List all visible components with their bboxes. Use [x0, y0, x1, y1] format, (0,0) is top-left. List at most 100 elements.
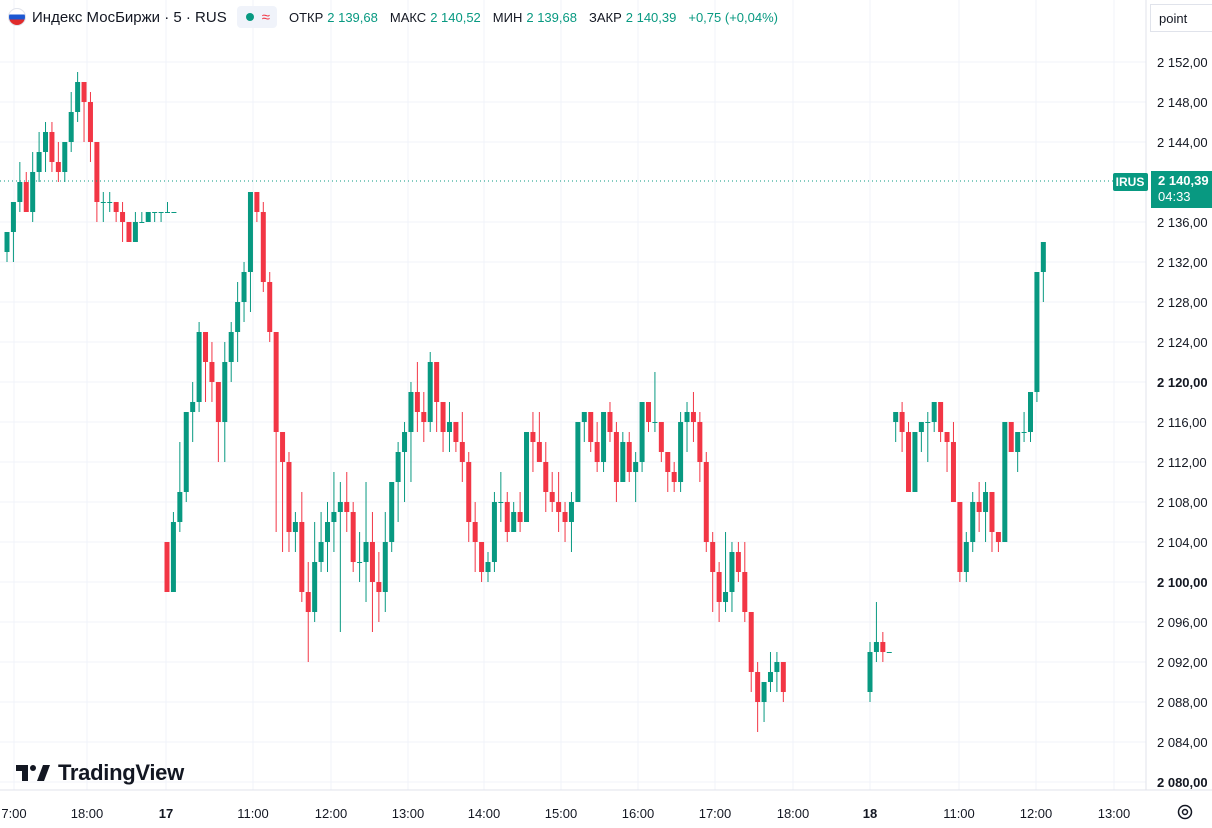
candle-body [918, 422, 924, 432]
candle-body [94, 142, 100, 202]
candle-body [950, 442, 956, 502]
ohlc-values: ОТКР 2 139,68 МАКС 2 140,52 МИН 2 139,68… [289, 10, 786, 25]
candle-body [880, 642, 886, 652]
candle [331, 472, 337, 552]
candle-body [402, 432, 408, 452]
time-axis[interactable]: 7:00 18:00 17 11:00 12:00 13:00 14:00 15:00 16:0… [1, 806, 1130, 821]
candle [601, 412, 607, 472]
candle [10, 202, 16, 262]
candle-body [395, 452, 401, 482]
candle [517, 492, 523, 532]
candle-body [49, 132, 55, 162]
candle [703, 452, 709, 552]
candle-body [68, 112, 74, 142]
candle-body [43, 132, 49, 152]
candle [524, 432, 530, 522]
candle-body [1015, 432, 1021, 452]
candle [241, 262, 247, 322]
candle [639, 402, 645, 472]
y-tick-label: 2 116,00 [1157, 415, 1207, 430]
candle-body [164, 542, 170, 592]
candle [774, 652, 780, 692]
candle-body [267, 282, 273, 332]
tradingview-logo[interactable]: TradingView [16, 760, 184, 786]
candle [446, 402, 452, 452]
candle [761, 682, 767, 722]
symbol-title[interactable]: Индекс МосБиржи · 5 · RUS [32, 8, 227, 26]
candle [485, 552, 491, 582]
candle [931, 402, 937, 432]
candle [17, 162, 23, 212]
candle [171, 212, 177, 213]
y-tick-label: 2 132,00 [1157, 255, 1208, 270]
candle [318, 512, 324, 572]
candle-body [989, 492, 995, 532]
candle [1002, 422, 1008, 542]
candle-body [158, 212, 164, 213]
candle-body [1034, 272, 1040, 392]
y-tick-label: 2 112,00 [1157, 455, 1207, 470]
candle-body [1008, 422, 1014, 452]
candle [479, 542, 485, 582]
tradingview-logo-icon [16, 765, 50, 781]
candle-body [17, 182, 23, 202]
candle [68, 92, 74, 152]
candle [893, 412, 899, 442]
candle-body [132, 222, 138, 242]
candle [491, 492, 497, 572]
candle [925, 412, 931, 462]
candle-body [472, 522, 478, 542]
candle-body [938, 402, 944, 432]
y-tick-label: 2 104,00 [1157, 535, 1208, 550]
y-tick-label: 2 084,00 [1157, 735, 1208, 750]
candle-body [524, 432, 530, 522]
candle-body [389, 482, 395, 542]
candle-body [690, 412, 696, 422]
candle [716, 562, 722, 622]
candle [918, 422, 924, 452]
candle [312, 522, 318, 622]
unit-selector[interactable]: point [1150, 4, 1212, 32]
candle-body [613, 432, 619, 482]
candle [697, 412, 703, 482]
candle-body [235, 302, 241, 332]
candle [963, 532, 969, 582]
candle-body [325, 522, 330, 542]
candle-body [280, 432, 286, 462]
candle-body [944, 432, 950, 442]
candle-body [995, 532, 1001, 542]
x-tick-label: 11:00 [943, 806, 975, 821]
y-tick-label: 2 136,00 [1157, 215, 1208, 230]
x-tick-label: 7:00 [1, 806, 26, 821]
candle [912, 432, 918, 492]
candle-body [912, 432, 918, 492]
price-axis[interactable]: 2 152,00 2 148,00 2 144,00 2 136,00 2 132,00… [1157, 55, 1208, 790]
candle [1028, 392, 1033, 442]
candle-body [716, 572, 722, 602]
status-pill[interactable]: ≈ [236, 6, 277, 28]
candle-body [594, 442, 600, 462]
candle [30, 152, 36, 222]
candle [588, 412, 594, 452]
candle-body [350, 512, 356, 562]
candle-body [75, 82, 81, 112]
y-tick-label: 2 124,00 [1157, 335, 1208, 350]
candle [337, 482, 343, 632]
candle [132, 212, 138, 242]
x-tick-label: 16:00 [622, 806, 655, 821]
candle-body [925, 422, 931, 423]
candle [899, 402, 905, 452]
candle-body [126, 222, 132, 242]
candle-body [963, 542, 969, 572]
candle-body [607, 412, 613, 432]
candle-body [62, 142, 68, 172]
candle-body [382, 542, 388, 592]
candle [165, 202, 170, 213]
candle [1021, 412, 1027, 442]
candle-body [446, 422, 452, 432]
gear-icon[interactable] [1176, 803, 1194, 821]
candle [325, 502, 330, 572]
candle-body [755, 672, 761, 702]
candle [626, 432, 632, 482]
